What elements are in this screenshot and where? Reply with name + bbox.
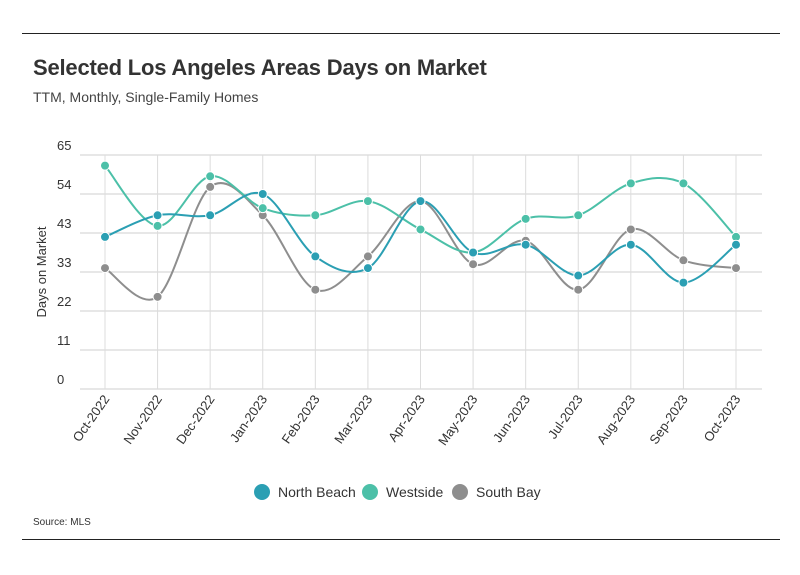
data-point-north-beach (310, 251, 321, 262)
legend-marker (362, 484, 378, 500)
data-point-north-beach (731, 239, 741, 250)
data-point-north-beach (152, 210, 163, 221)
data-point-south-bay (468, 259, 479, 270)
data-point-westside (152, 220, 163, 231)
source-note: Source: MLS (33, 517, 91, 528)
y-tick-label: 54 (57, 177, 71, 192)
data-point-north-beach (520, 239, 531, 250)
x-tick-label: Sep-2023 (646, 392, 691, 447)
data-point-south-bay (205, 181, 216, 192)
y-tick-label: 22 (57, 294, 71, 309)
data-point-westside (625, 178, 636, 189)
chart-title: Selected Los Angeles Areas Days on Marke… (33, 55, 487, 80)
data-point-south-bay (152, 291, 163, 302)
data-point-north-beach (415, 196, 426, 207)
legend-label: Westside (386, 484, 444, 500)
x-axis-ticks: Oct-2022 Nov-2022 Dec-2022 Jan-2023 Feb-2023… (69, 392, 743, 448)
x-tick-label: Nov-2022 (120, 392, 165, 447)
grid-lines (80, 154, 762, 390)
y-tick-label: 43 (57, 216, 71, 231)
x-tick-label: Oct-2023 (700, 392, 743, 444)
series-points (100, 160, 741, 302)
data-point-south-bay (573, 284, 584, 295)
data-point-westside (678, 178, 689, 189)
legend-label: South Bay (476, 484, 541, 500)
data-point-north-beach (257, 189, 268, 199)
x-tick-label: Aug-2023 (594, 392, 639, 447)
x-tick-label: Jul-2023 (545, 392, 586, 441)
y-tick-label: 0 (57, 372, 64, 387)
x-tick-label: Oct-2022 (69, 392, 112, 444)
legend: North Beach Westside South Bay (254, 484, 541, 500)
legend-label: North Beach (278, 484, 356, 500)
x-tick-label: Jan-2023 (227, 392, 270, 445)
y-tick-label: 65 (57, 138, 71, 153)
data-point-north-beach (362, 263, 373, 274)
data-point-westside (257, 203, 268, 214)
data-point-north-beach (573, 270, 584, 281)
y-tick-label: 11 (57, 333, 71, 348)
y-tick-label: 33 (57, 255, 71, 270)
x-tick-label: Mar-2023 (331, 392, 375, 446)
data-point-south-bay (678, 255, 689, 266)
data-point-north-beach (205, 210, 216, 221)
y-axis-label: Days on Market (34, 226, 49, 317)
data-point-westside (573, 210, 584, 221)
x-tick-label: Jun-2023 (490, 392, 533, 445)
data-point-south-bay (362, 251, 373, 262)
data-point-westside (362, 196, 373, 207)
x-tick-label: Feb-2023 (279, 392, 323, 446)
data-point-south-bay (100, 263, 110, 274)
x-tick-label: May-2023 (435, 392, 480, 448)
y-axis-ticks: 0 11 22 33 43 54 65 (57, 138, 71, 387)
data-point-westside (415, 224, 426, 235)
data-point-westside (520, 213, 531, 224)
x-tick-label: Dec-2022 (173, 392, 218, 447)
legend-marker (254, 484, 270, 500)
data-point-south-bay (625, 224, 636, 235)
data-point-north-beach (678, 277, 689, 288)
bottom-rule (22, 539, 780, 540)
data-point-north-beach (468, 247, 479, 258)
data-point-westside (310, 210, 321, 221)
legend-marker (452, 484, 468, 500)
data-point-north-beach (625, 239, 636, 250)
top-rule (22, 33, 780, 34)
data-point-westside (205, 171, 216, 182)
x-tick-label: Apr-2023 (385, 392, 428, 444)
chart-subtitle: TTM, Monthly, Single-Family Homes (33, 89, 259, 105)
data-point-westside (100, 160, 110, 171)
data-point-south-bay (310, 284, 321, 295)
data-point-north-beach (100, 231, 110, 242)
data-point-south-bay (731, 263, 741, 274)
